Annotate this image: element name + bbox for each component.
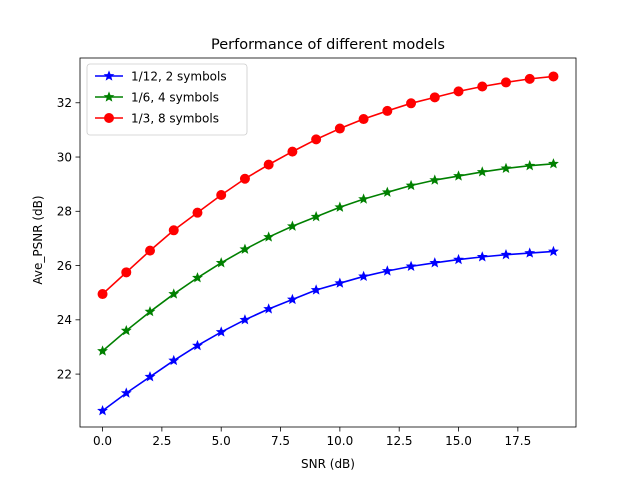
data-point <box>476 166 488 177</box>
data-point <box>239 173 250 184</box>
legend-item: 1/12, 2 symbols <box>95 69 227 83</box>
data-point <box>239 314 251 325</box>
x-tick-label: 15.0 <box>445 434 472 448</box>
data-point <box>145 245 156 256</box>
legend-swatch-marker <box>104 113 114 123</box>
data-point <box>500 162 512 174</box>
data-point <box>287 146 298 157</box>
data-point <box>216 190 227 201</box>
data-point <box>429 174 441 185</box>
data-point <box>500 77 511 88</box>
y-tick-label: 30 <box>57 150 72 164</box>
data-point <box>429 92 440 103</box>
data-point <box>334 277 346 288</box>
data-point <box>453 170 464 181</box>
axes-frame <box>79 57 577 428</box>
data-point <box>215 257 227 268</box>
data-point <box>358 114 369 125</box>
data-point <box>310 211 322 222</box>
legend-label: 1/12, 2 symbols <box>131 69 227 83</box>
data-point <box>192 207 203 218</box>
legend-swatch-marker <box>103 91 115 102</box>
x-axis-label: SNR (dB) <box>301 457 355 471</box>
data-point <box>311 134 322 145</box>
data-point <box>286 220 298 231</box>
data-point <box>477 81 488 92</box>
data-point <box>121 267 132 278</box>
y-tick-label: 28 <box>57 205 72 219</box>
data-point <box>548 158 559 169</box>
x-tick-label: 7.5 <box>271 434 290 448</box>
data-point <box>286 293 298 305</box>
legend-label: 1/6, 4 symbols <box>131 90 219 104</box>
data-point <box>524 247 536 258</box>
data-point <box>192 272 203 283</box>
legend-item: 1/3, 8 symbols <box>95 111 219 125</box>
y-tick-label: 32 <box>57 96 72 110</box>
data-point <box>405 260 417 271</box>
data-point <box>168 354 180 366</box>
data-point <box>97 289 108 300</box>
data-point <box>120 387 132 398</box>
data-point <box>144 306 156 317</box>
data-point <box>97 405 108 416</box>
data-point <box>168 288 180 299</box>
data-point <box>548 245 559 257</box>
data-point <box>334 201 346 212</box>
legend: 1/12, 2 symbols 1/6, 4 symbols 1/3, 8 symb… <box>86 63 248 136</box>
series-3 <box>97 71 559 300</box>
data-point <box>548 71 559 82</box>
data-point <box>120 324 132 336</box>
data-point <box>406 98 417 109</box>
data-point <box>215 326 227 337</box>
data-point <box>168 225 179 236</box>
plot-area: 0.0 2.5 5.0 7.5 10.0 12.5 15.0 17.5 22 24 26 28 30 32 <box>57 57 577 448</box>
data-point <box>192 339 203 351</box>
x-tick-label: 2.5 <box>152 434 171 448</box>
y-axis-label: Ave_PSNR (dB) <box>31 195 45 284</box>
data-point <box>381 265 393 276</box>
x-tick-label: 12.5 <box>386 434 413 448</box>
data-point <box>524 73 535 84</box>
series-2 <box>97 158 559 356</box>
x-tick-label: 17.5 <box>504 434 531 448</box>
series-1 <box>97 245 559 416</box>
data-point <box>263 159 274 170</box>
series-line <box>102 163 554 352</box>
y-tick-label: 26 <box>57 259 72 273</box>
data-point <box>476 251 488 262</box>
data-point <box>358 270 370 282</box>
data-point <box>500 249 512 260</box>
x-tick-label: 5.0 <box>212 434 231 448</box>
series-line <box>102 250 554 412</box>
data-point <box>405 179 417 191</box>
x-tick-label: 10.0 <box>327 434 354 448</box>
legend-box <box>86 63 248 136</box>
legend-label: 1/3, 8 symbols <box>131 111 219 125</box>
x-tick-label: 0.0 <box>93 434 112 448</box>
data-point <box>263 231 275 242</box>
data-point <box>334 123 345 134</box>
data-point <box>453 86 464 97</box>
data-point <box>381 186 393 197</box>
legend-item: 1/6, 4 symbols <box>95 90 219 104</box>
data-point <box>239 243 251 254</box>
y-tick-label: 24 <box>57 313 72 327</box>
y-tick-label: 22 <box>57 367 72 381</box>
data-point <box>429 257 441 268</box>
data-point <box>358 193 370 204</box>
data-point <box>263 303 275 314</box>
data-point <box>97 345 108 356</box>
legend-swatch-marker <box>103 70 115 81</box>
data-point <box>524 160 536 171</box>
data-point <box>144 371 156 382</box>
data-point <box>453 253 464 265</box>
data-point <box>310 284 322 295</box>
data-point <box>382 105 393 116</box>
chart-title: Performance of different models <box>211 37 445 53</box>
